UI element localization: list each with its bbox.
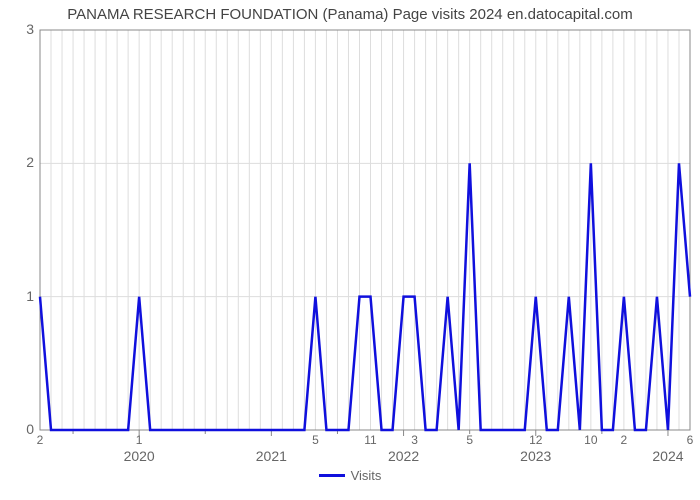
x-year-label: 2022: [388, 448, 419, 464]
legend-label: Visits: [351, 468, 382, 483]
y-tick-label: 1: [14, 288, 34, 304]
x-value-label: 5: [312, 433, 319, 447]
y-tick-label: 3: [14, 21, 34, 37]
x-value-label: 11: [364, 433, 376, 447]
x-value-label: 6: [687, 433, 694, 447]
y-tick-label: 0: [14, 421, 34, 437]
chart-svg: [0, 0, 700, 500]
y-tick-label: 2: [14, 154, 34, 170]
x-year-label: 2024: [652, 448, 683, 464]
x-value-label: 2: [621, 433, 628, 447]
x-year-label: 2023: [520, 448, 551, 464]
x-value-label: 10: [584, 433, 597, 447]
x-value-label: 3: [411, 433, 418, 447]
x-year-label: 2020: [124, 448, 155, 464]
x-value-label: 12: [529, 433, 542, 447]
x-value-label: 1: [136, 433, 143, 447]
legend-swatch: [319, 474, 345, 477]
x-value-label: 2: [37, 433, 44, 447]
chart-container: PANAMA RESEARCH FOUNDATION (Panama) Page…: [0, 0, 700, 500]
x-value-label: 5: [466, 433, 473, 447]
x-year-label: 2021: [256, 448, 287, 464]
legend: Visits: [0, 468, 700, 483]
